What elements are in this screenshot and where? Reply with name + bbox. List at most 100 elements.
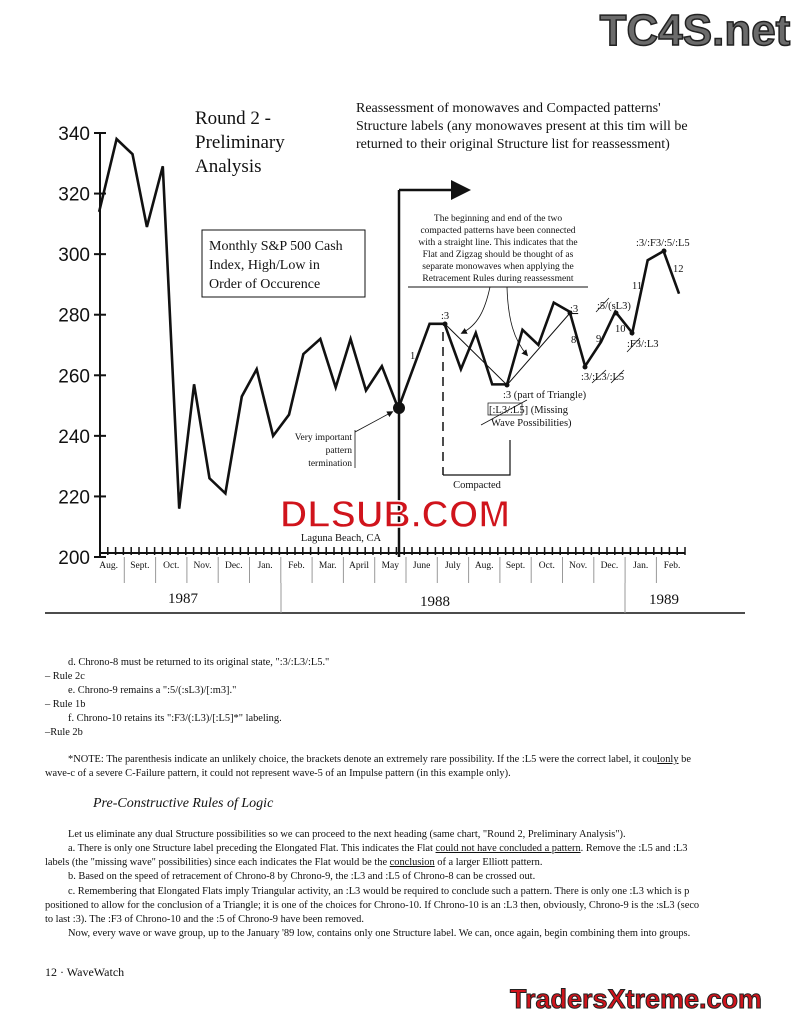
chart-title-line: Analysis bbox=[195, 156, 262, 177]
watermark-logo: DLSUB.COM bbox=[280, 494, 510, 536]
data-point bbox=[600, 341, 602, 343]
legend-line: Index, High/Low in bbox=[209, 258, 320, 273]
data-point bbox=[116, 138, 118, 140]
section-heading: Pre-Constructive Rules of Logic bbox=[93, 796, 274, 811]
data-point bbox=[335, 386, 337, 388]
data-point bbox=[98, 211, 100, 213]
wave-label: :5/(sL3) bbox=[597, 301, 631, 312]
wave-label: 9 bbox=[596, 334, 601, 345]
location-label: Laguna Beach, CA bbox=[301, 533, 382, 544]
y-tick-label: 200 bbox=[58, 548, 90, 569]
data-point bbox=[132, 153, 134, 155]
data-point bbox=[521, 329, 523, 331]
list-item: e. Chrono-9 remains a ":5/(:sL3)/[:m3]." bbox=[68, 685, 237, 696]
paragraph: c. Remembering that Elongated Flats impl… bbox=[68, 886, 690, 897]
subtitle-line: returned to their original Structure lis… bbox=[356, 137, 670, 152]
compacted-label: Compacted bbox=[453, 480, 502, 491]
y-tick-label: 300 bbox=[58, 245, 90, 266]
paragraph: labels (the "missing wave" possibilities… bbox=[45, 857, 543, 868]
watermark-logo: TradersXtreme.com bbox=[510, 984, 762, 1014]
data-point bbox=[241, 395, 243, 397]
rule-ref: – Rule 1b bbox=[45, 699, 86, 710]
page-footer: 12 · WaveWatch bbox=[45, 965, 125, 979]
data-point bbox=[537, 344, 539, 346]
data-point bbox=[224, 492, 226, 494]
missing-label: Wave Possibilities) bbox=[491, 418, 572, 429]
termination-note: Very important pattern termination bbox=[295, 430, 356, 469]
wave-label: :3/:F3/:5/:L5 bbox=[636, 238, 690, 249]
price-series-line bbox=[97, 136, 681, 509]
subtitle-line: Structure labels (any monowaves present … bbox=[356, 119, 688, 134]
wave-labels: 1 :3 :3 8 9 10 11 12 :5/(sL3) :F3/:L3 :3… bbox=[301, 238, 690, 544]
termination-arrow bbox=[354, 411, 394, 433]
note: *NOTE: The parenthesis indicate an unlik… bbox=[68, 754, 691, 765]
annotation-box: The beginning and end of the two compact… bbox=[408, 213, 588, 288]
month-label: Nov. bbox=[569, 561, 587, 571]
paragraph: positioned to allow for the conclusion o… bbox=[45, 900, 700, 911]
month-label: Sept. bbox=[506, 561, 525, 571]
wave-label: 1 bbox=[410, 351, 415, 362]
month-label: May bbox=[382, 561, 400, 571]
wave-label: 11 bbox=[632, 281, 642, 292]
year-label: 1988 bbox=[420, 594, 450, 610]
month-label: June bbox=[413, 561, 430, 571]
rule-ref: –Rule 2b bbox=[45, 727, 83, 738]
data-point bbox=[429, 323, 431, 325]
data-point bbox=[302, 353, 304, 355]
wave-label: :3 bbox=[570, 304, 578, 315]
month-label: Feb. bbox=[664, 561, 681, 571]
month-label: Oct. bbox=[163, 561, 179, 571]
chart-title-line: Preliminary bbox=[195, 132, 285, 153]
month-label: April bbox=[349, 561, 369, 571]
year-label: 1989 bbox=[649, 592, 679, 608]
svg-text:pattern: pattern bbox=[326, 446, 353, 456]
data-point bbox=[288, 414, 290, 416]
data-point bbox=[146, 226, 148, 228]
chart-title-line: Round 2 - bbox=[195, 108, 271, 129]
y-tick-label: 240 bbox=[58, 427, 90, 448]
data-point bbox=[319, 338, 321, 340]
svg-text:separate monowaves when applyi: separate monowaves when applying the bbox=[422, 262, 573, 272]
annotation-arrow bbox=[506, 286, 529, 357]
wave-label: :3/:L3/:L5 bbox=[581, 372, 624, 383]
data-point bbox=[256, 368, 258, 370]
data-point bbox=[162, 165, 164, 167]
legend-box bbox=[201, 229, 366, 298]
termination-dot bbox=[393, 402, 405, 414]
svg-text:Flat and Zigzag should be thou: Flat and Zigzag should be thought of as bbox=[423, 249, 574, 260]
data-point bbox=[460, 368, 462, 370]
month-label: July bbox=[445, 561, 461, 571]
x-axis bbox=[99, 547, 686, 555]
y-tick-label: 280 bbox=[58, 306, 90, 327]
data-point bbox=[381, 365, 383, 367]
year-label: 1987 bbox=[168, 591, 199, 607]
y-tick-label: 320 bbox=[58, 185, 90, 206]
annotation-arrow bbox=[460, 286, 491, 334]
month-label: Feb. bbox=[288, 561, 305, 571]
label-point bbox=[613, 310, 619, 316]
compacted-bracket bbox=[443, 440, 511, 476]
month-label: Oct. bbox=[539, 561, 555, 571]
data-point bbox=[193, 383, 195, 385]
month-label: Aug. bbox=[475, 561, 494, 571]
missing-label: [:L3/:L5] (Missing bbox=[489, 405, 569, 416]
month-label: Jan. bbox=[633, 561, 648, 571]
svg-text:with a straight line. This in: with a straight line. This indicates tha… bbox=[418, 238, 577, 248]
svg-text:Retracement Rules during reass: Retracement Rules during reassessment bbox=[422, 274, 574, 284]
data-point bbox=[178, 508, 180, 510]
compacted-connector-line bbox=[444, 312, 571, 386]
wave-label: 10 bbox=[615, 324, 626, 335]
legend-line: Order of Occurence bbox=[209, 277, 320, 292]
svg-text:compacted patterns have been c: compacted patterns have been connected bbox=[420, 226, 575, 236]
legend-line: Monthly S&P 500 Cash bbox=[209, 239, 343, 254]
wave-label: 8 bbox=[571, 335, 576, 346]
label-point bbox=[629, 330, 635, 336]
data-point bbox=[272, 435, 274, 437]
triangle-label: :3 (part of Triangle) bbox=[503, 390, 587, 401]
data-point bbox=[365, 389, 367, 391]
svg-text:termination: termination bbox=[308, 459, 352, 469]
label-point bbox=[582, 364, 588, 370]
svg-text:Very important: Very important bbox=[295, 433, 353, 443]
